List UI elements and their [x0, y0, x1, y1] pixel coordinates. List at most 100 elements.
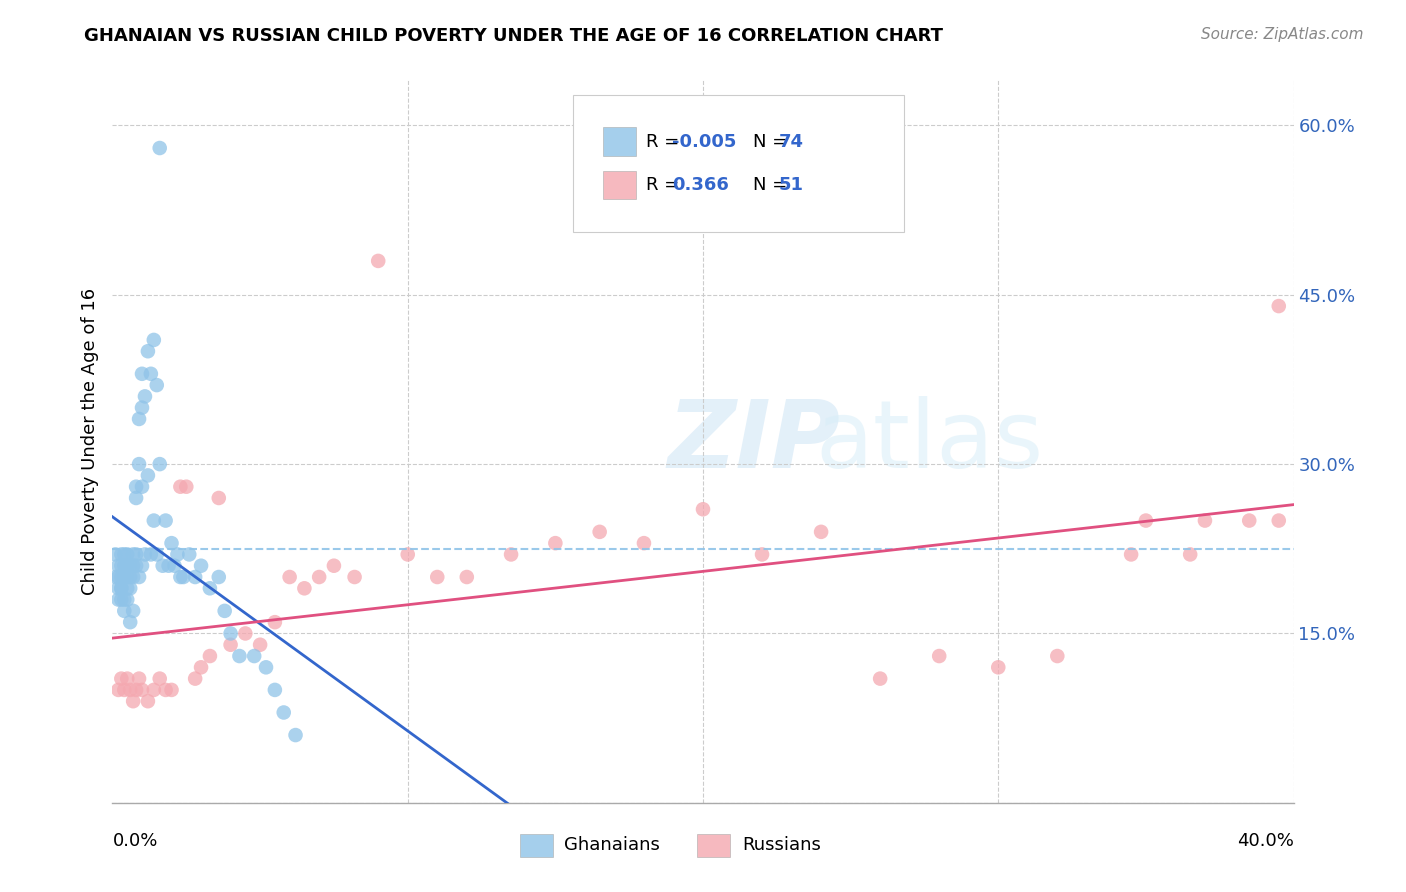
Point [112, 570, 135, 584]
Point [869, 672, 891, 686]
Point [136, 468, 159, 483]
Point [149, 141, 172, 155]
Point [125, 491, 148, 505]
Point [214, 604, 236, 618]
Point [142, 333, 165, 347]
Point [131, 401, 153, 415]
Point [117, 592, 138, 607]
Point [107, 570, 129, 584]
Point [107, 582, 129, 596]
Point [122, 558, 145, 573]
Point [928, 648, 950, 663]
Point [198, 648, 221, 663]
Text: GHANAIAN VS RUSSIAN CHILD POVERTY UNDER THE AGE OF 16 CORRELATION CHART: GHANAIAN VS RUSSIAN CHILD POVERTY UNDER … [84, 27, 943, 45]
Point [208, 570, 231, 584]
Point [110, 672, 132, 686]
Point [184, 570, 207, 584]
Point [110, 582, 132, 596]
Point [264, 615, 287, 630]
Point [588, 524, 610, 539]
Text: R =: R = [647, 133, 685, 151]
Point [120, 558, 142, 573]
Text: atlas: atlas [815, 395, 1043, 488]
Point [128, 672, 150, 686]
Point [284, 728, 307, 742]
Point [190, 558, 212, 573]
Point [136, 694, 159, 708]
Point [160, 682, 183, 697]
Point [292, 582, 315, 596]
Point [112, 558, 135, 573]
Point [136, 344, 159, 359]
Point [1178, 548, 1201, 562]
Text: -0.005: -0.005 [672, 133, 737, 151]
Point [125, 682, 148, 697]
Point [149, 457, 172, 471]
Point [117, 570, 138, 584]
Point [122, 548, 145, 562]
Point [131, 480, 153, 494]
Text: Russians: Russians [742, 837, 821, 855]
Point [112, 548, 135, 562]
Point [125, 480, 148, 494]
Point [1046, 648, 1069, 663]
Text: Source: ZipAtlas.com: Source: ZipAtlas.com [1201, 27, 1364, 42]
FancyBboxPatch shape [603, 128, 636, 156]
Point [308, 570, 330, 584]
Point [149, 672, 172, 686]
Point [142, 514, 165, 528]
Point [120, 615, 142, 630]
Point [249, 638, 271, 652]
Point [152, 558, 174, 573]
Point [110, 592, 132, 607]
Point [117, 672, 138, 686]
Point [179, 548, 201, 562]
Text: ZIP: ZIP [668, 395, 841, 488]
Point [1268, 299, 1291, 313]
Point [122, 570, 145, 584]
Text: R =: R = [647, 176, 685, 194]
Point [134, 548, 156, 562]
Point [166, 548, 188, 562]
Text: Ghanaians: Ghanaians [564, 837, 659, 855]
Point [184, 672, 207, 686]
Point [219, 626, 242, 640]
Text: 40.0%: 40.0% [1237, 831, 1294, 850]
Point [104, 548, 127, 562]
Point [243, 648, 266, 663]
Point [112, 592, 135, 607]
Point [110, 570, 132, 584]
Text: 0.366: 0.366 [672, 176, 730, 194]
Y-axis label: Child Poverty Under the Age of 16: Child Poverty Under the Age of 16 [80, 288, 98, 595]
Text: N =: N = [752, 133, 793, 151]
Point [134, 389, 156, 403]
Point [112, 604, 135, 618]
Point [987, 660, 1010, 674]
Point [146, 378, 169, 392]
Point [122, 694, 145, 708]
Point [1135, 514, 1157, 528]
Point [264, 682, 287, 697]
Point [198, 582, 221, 596]
Point [131, 558, 153, 573]
FancyBboxPatch shape [574, 95, 904, 232]
Point [120, 682, 142, 697]
Point [131, 682, 153, 697]
Point [157, 558, 180, 573]
Point [1194, 514, 1216, 528]
Point [396, 548, 419, 562]
Point [125, 548, 148, 562]
Point [104, 570, 127, 584]
Point [810, 524, 832, 539]
Point [160, 536, 183, 550]
Point [233, 626, 256, 640]
Point [219, 638, 242, 652]
Point [120, 570, 142, 584]
Point [633, 536, 655, 550]
Point [107, 592, 129, 607]
Point [128, 570, 150, 584]
Point [169, 570, 191, 584]
Text: N =: N = [752, 176, 793, 194]
Point [456, 570, 478, 584]
Point [367, 253, 389, 268]
